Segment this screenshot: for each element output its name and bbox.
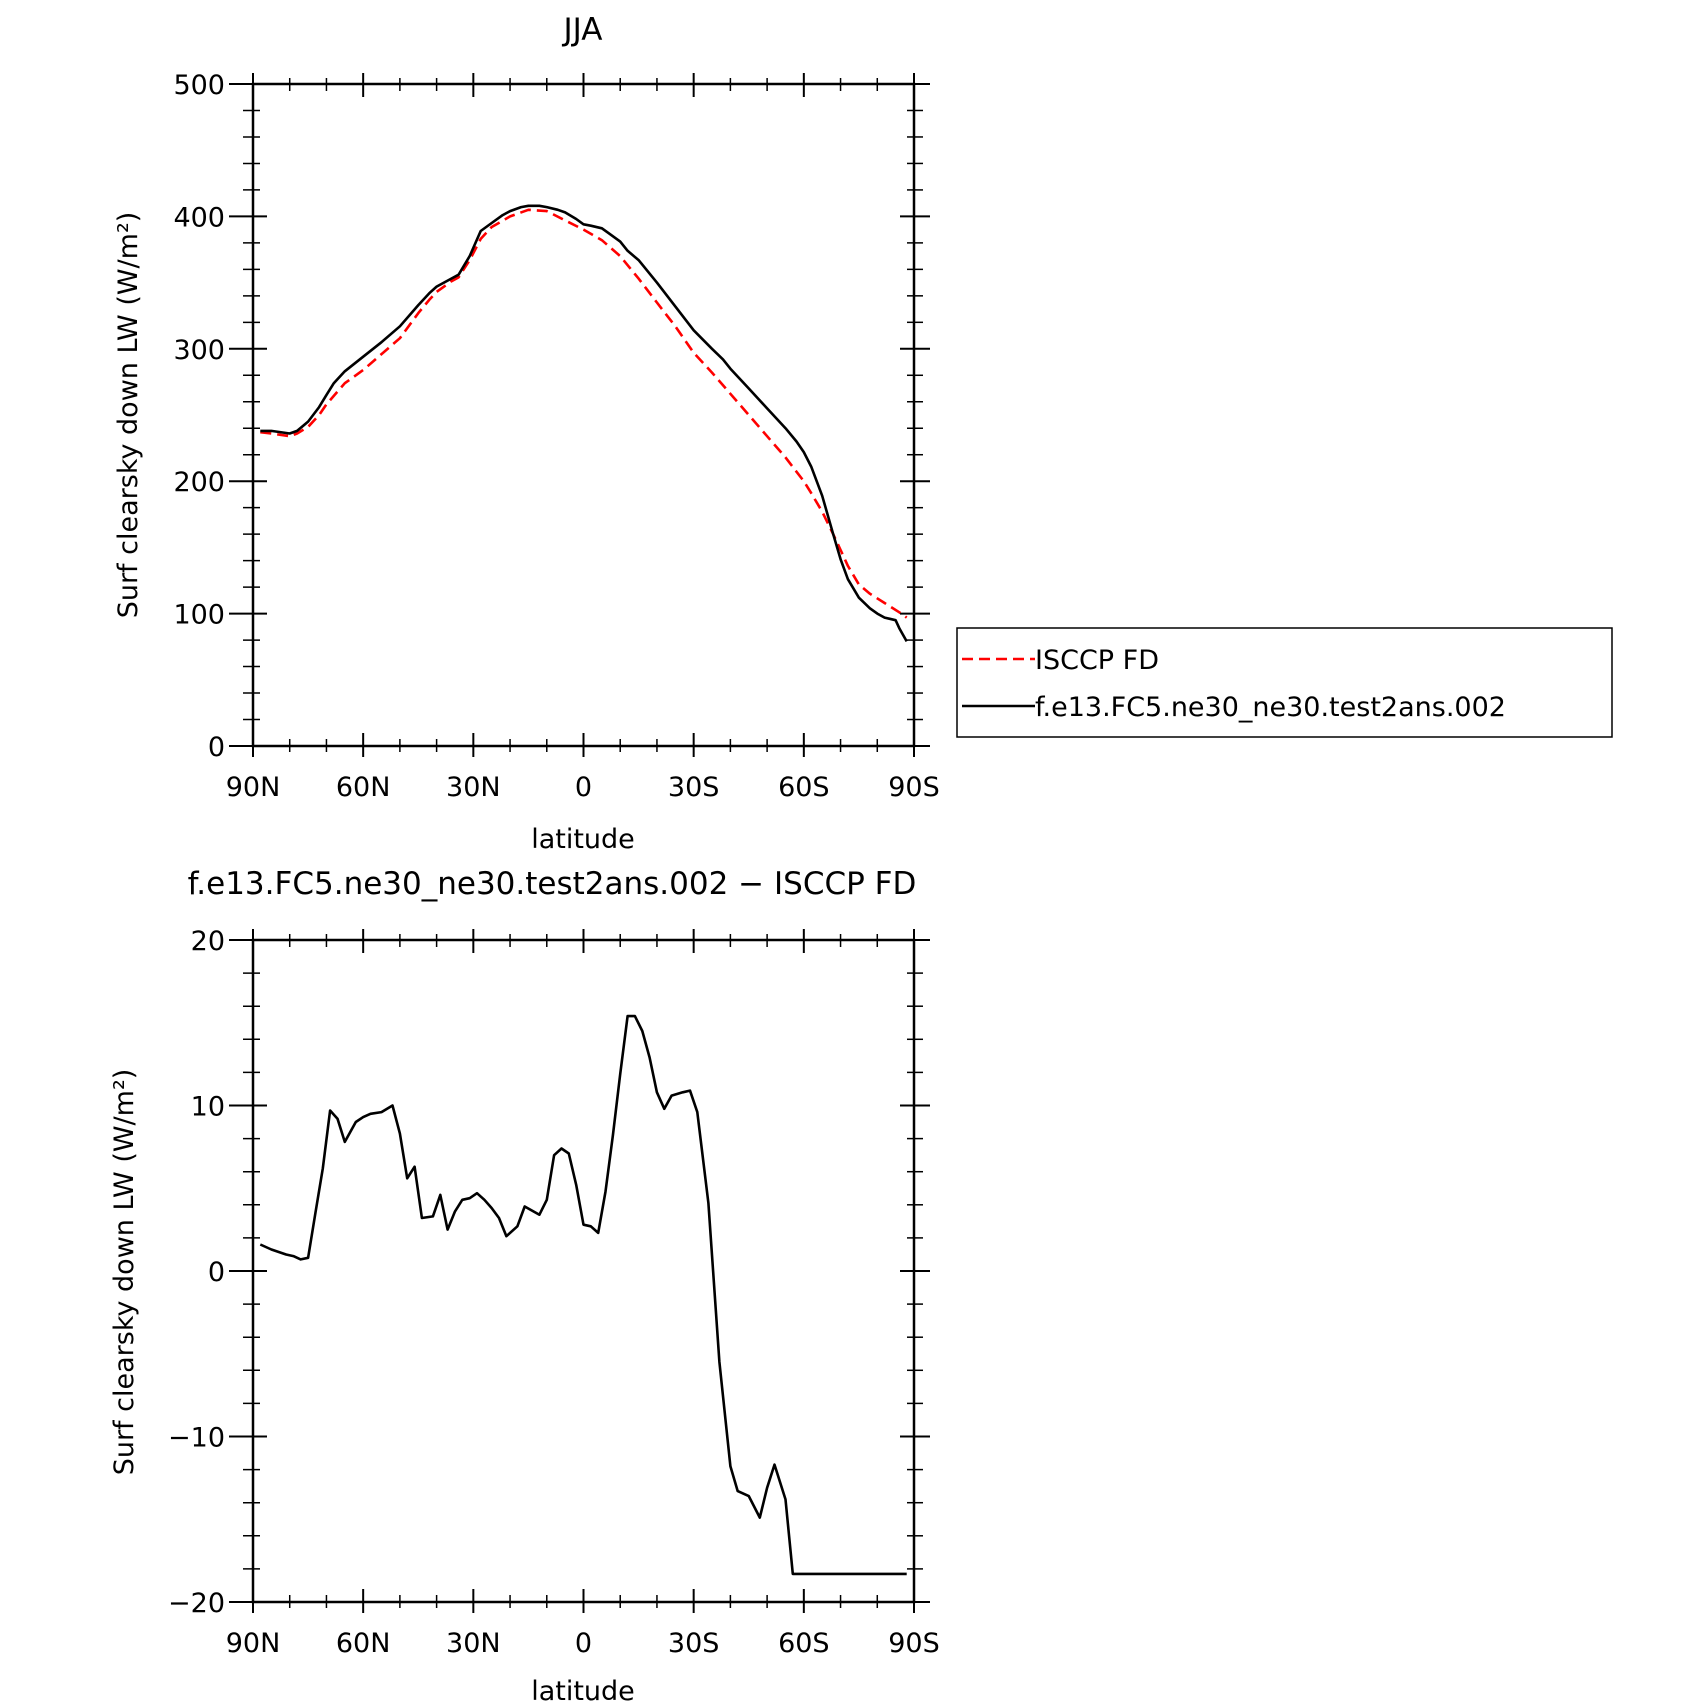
- top-x-tick-label: 90N: [226, 772, 281, 803]
- top-series-line-0: [260, 208, 908, 619]
- bottom-panel-title: f.e13.FC5.ne30_ne30.test2ans.002 − ISCCP…: [188, 866, 917, 902]
- top-x-tick-label: 30S: [668, 772, 720, 803]
- top-y-tick-label: 0: [208, 732, 225, 763]
- bottom-y-tick-label: 0: [208, 1257, 225, 1288]
- legend-label-model: f.e13.FC5.ne30_ne30.test2ans.002: [1035, 692, 1506, 723]
- top-y-tick-label: 200: [173, 467, 225, 498]
- top-x-tick-label: 60S: [778, 772, 830, 803]
- bottom-y-tick-label: 20: [191, 926, 225, 957]
- top-y-tick-label: 400: [173, 202, 225, 233]
- bottom-y-tick-label: −10: [168, 1423, 225, 1454]
- bottom-x-tick-label: 30N: [446, 1628, 501, 1659]
- bottom-panel-plot-frame: [251, 938, 916, 1604]
- top-panel-x-axis-title: latitude: [531, 824, 635, 855]
- bottom-y-tick-label: 10: [191, 1092, 225, 1123]
- bottom-x-tick-label: 90N: [226, 1628, 281, 1659]
- top-panel-series: [260, 204, 908, 643]
- top-series-line-1: [260, 204, 908, 643]
- top-x-tick-label: 60N: [336, 772, 391, 803]
- top-y-tick-label: 500: [173, 70, 225, 101]
- bottom-x-tick-label: 0: [575, 1628, 592, 1659]
- legend: ISCCP FD f.e13.FC5.ne30_ne30.test2ans.00…: [956, 627, 1613, 738]
- top-panel-ticks: 90N 60N 30N 0 30S 60S 90S 0 100 200 300 400 500: [173, 70, 939, 803]
- bottom-x-tick-label: 30S: [668, 1628, 720, 1659]
- top-y-tick-label: 300: [173, 335, 225, 366]
- top-panel-y-axis-title: Surf clearsky down LW (W/m²): [113, 212, 144, 619]
- bottom-x-tick-label: 90S: [888, 1628, 940, 1659]
- bottom-panel-series: [259, 1014, 907, 1576]
- top-x-tick-label: 90S: [888, 772, 940, 803]
- legend-label-isccp: ISCCP FD: [1035, 645, 1159, 676]
- bottom-x-tick-label: 60N: [336, 1628, 391, 1659]
- legend-box: [956, 627, 1613, 738]
- bottom-panel: f.e13.FC5.ne30_ne30.test2ans.002 − ISCCP…: [109, 866, 940, 1703]
- top-x-tick-label: 30N: [446, 772, 501, 803]
- top-x-tick-label: 0: [575, 772, 592, 803]
- top-panel-plot-frame: [251, 82, 916, 748]
- top-panel: JJA 90N 60N 30N 0 30S 60S 90S0100200300400500 …: [113, 12, 940, 855]
- bottom-x-tick-label: 60S: [778, 1628, 830, 1659]
- bottom-panel-y-axis-title: Surf clearsky down LW (W/m²): [109, 1069, 140, 1476]
- top-panel-title: JJA: [562, 12, 603, 48]
- bottom-series-line-0: [259, 1014, 907, 1576]
- bottom-panel-ticks: 90N 60N 30N 0 30S 60S 90S −20 −10 0 10 20: [168, 926, 940, 1659]
- bottom-y-tick-label: −20: [168, 1588, 225, 1619]
- top-y-tick-label: 100: [173, 600, 225, 631]
- bottom-panel-x-axis-title: latitude: [531, 1676, 635, 1703]
